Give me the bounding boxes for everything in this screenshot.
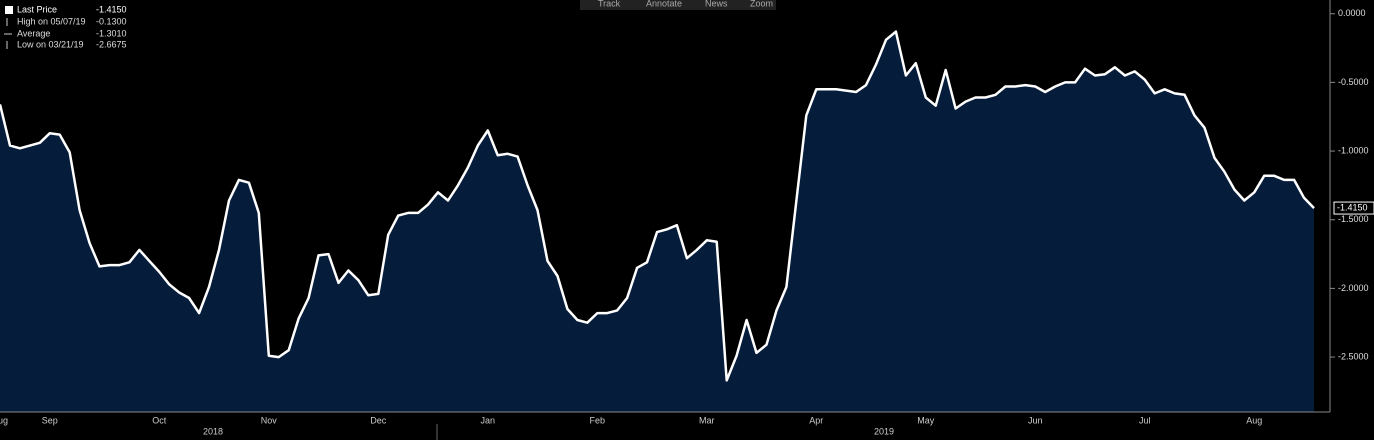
x-tick-label: Nov <box>261 415 278 425</box>
legend-label: Low on 03/21/19 <box>17 39 84 49</box>
toolbar <box>580 0 776 10</box>
y-tick-label: 0.0000 <box>1338 8 1366 18</box>
area-fill <box>0 31 1314 412</box>
x-tick-label: Aug <box>1246 415 1262 425</box>
toolbar-button[interactable]: Track <box>598 0 621 8</box>
toolbar-button[interactable]: Annotate <box>646 0 682 8</box>
legend-label: Average <box>17 28 50 38</box>
y-tick-label: -0.5000 <box>1338 77 1369 87</box>
legend-value: -2.6675 <box>96 39 127 49</box>
legend-label: High on 05/07/19 <box>17 16 86 26</box>
last-value-label: -1.4150 <box>1337 202 1368 212</box>
x-tick-label: Jun <box>1028 415 1043 425</box>
legend-value: -1.3010 <box>96 28 127 38</box>
toolbar-button[interactable]: News <box>705 0 728 8</box>
year-label: 2018 <box>203 426 223 436</box>
x-tick-label: May <box>917 415 935 425</box>
legend-value: -0.1300 <box>96 16 127 26</box>
x-tick-label: Jul <box>1139 415 1151 425</box>
year-label: 2019 <box>874 426 894 436</box>
legend-swatch <box>5 6 13 14</box>
legend <box>0 0 136 52</box>
y-tick-label: -1.5000 <box>1338 214 1369 224</box>
plot-area <box>0 30 1315 412</box>
x-tick-label: Dec <box>370 415 387 425</box>
legend-label: Last Price <box>17 4 57 14</box>
x-tick-label: Sep <box>42 415 58 425</box>
x-tick-label: ug <box>0 415 8 425</box>
toolbar-button[interactable]: Zoom <box>750 0 773 8</box>
x-tick-label: Mar <box>699 415 715 425</box>
legend-value: -1.4150 <box>96 4 127 14</box>
y-tick-label: -1.0000 <box>1338 145 1369 155</box>
x-tick-label: Oct <box>152 415 167 425</box>
y-tick-label: -2.0000 <box>1338 283 1369 293</box>
last-value-tag <box>1333 201 1374 215</box>
x-tick-label: Apr <box>809 415 823 425</box>
price-line <box>0 30 1315 382</box>
y-tick-label: -2.5000 <box>1338 351 1369 361</box>
x-tick-label: Feb <box>590 415 606 425</box>
x-tick-label: Jan <box>481 415 496 425</box>
